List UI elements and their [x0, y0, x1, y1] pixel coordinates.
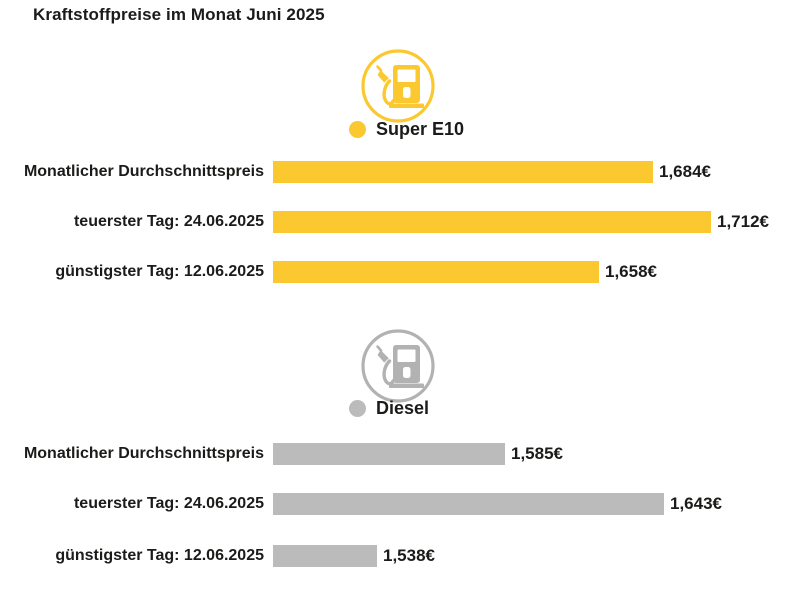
bar-super-min [273, 261, 599, 283]
fuel-pump-icon [360, 328, 436, 404]
fuel-pump-icon-svg [361, 329, 435, 403]
bar-value: 1,684€ [659, 162, 711, 181]
bar-diesel-max [273, 493, 664, 515]
bar-diesel-min [273, 545, 377, 567]
bar-row-diesel-min: günstigster Tag: 12.06.2025 1,538€ [0, 545, 435, 567]
bar-row-super-average: Monatlicher Durchschnittspreis 1,684€ [0, 161, 711, 183]
bar-label: teuerster Tag: 24.06.2025 [73, 495, 264, 512]
bar-diesel-average [273, 443, 505, 465]
legend-label-super-e10: Super E10 [376, 118, 465, 139]
bar-label: teuerster Tag: 24.06.2025 [73, 213, 264, 230]
bar-row-diesel-average: Monatlicher Durchschnittspreis 1,585€ [0, 443, 563, 465]
fuel-pump-icon-svg [361, 49, 435, 123]
bar-value: 1,538€ [383, 546, 435, 565]
bar-label: günstigster Tag: 12.06.2025 [55, 547, 264, 564]
legend-dot-diesel [349, 399, 366, 417]
legend-diesel: Diesel [349, 397, 430, 418]
bar-super-average [273, 161, 653, 183]
chart-title: Kraftstoffpreise im Monat Juni 2025 [33, 5, 325, 24]
bar-value: 1,585€ [511, 444, 563, 463]
legend-dot-super-e10 [349, 120, 366, 138]
bar-super-max [273, 211, 711, 233]
bar-row-diesel-max: teuerster Tag: 24.06.2025 1,643€ [0, 493, 722, 515]
bar-label: Monatlicher Durchschnittspreis [23, 445, 264, 462]
bar-label: Monatlicher Durchschnittspreis [23, 163, 264, 180]
bar-row-super-min: günstigster Tag: 12.06.2025 1,658€ [0, 261, 657, 283]
bar-value: 1,643€ [670, 494, 722, 513]
bar-row-super-max: teuerster Tag: 24.06.2025 1,712€ [0, 211, 769, 233]
fuel-pump-icon [360, 48, 436, 124]
legend-super-e10: Super E10 [349, 118, 465, 139]
bar-label: günstigster Tag: 12.06.2025 [55, 263, 264, 280]
bar-value: 1,712€ [717, 212, 769, 231]
legend-label-diesel: Diesel [376, 397, 430, 418]
bar-value: 1,658€ [605, 262, 657, 281]
